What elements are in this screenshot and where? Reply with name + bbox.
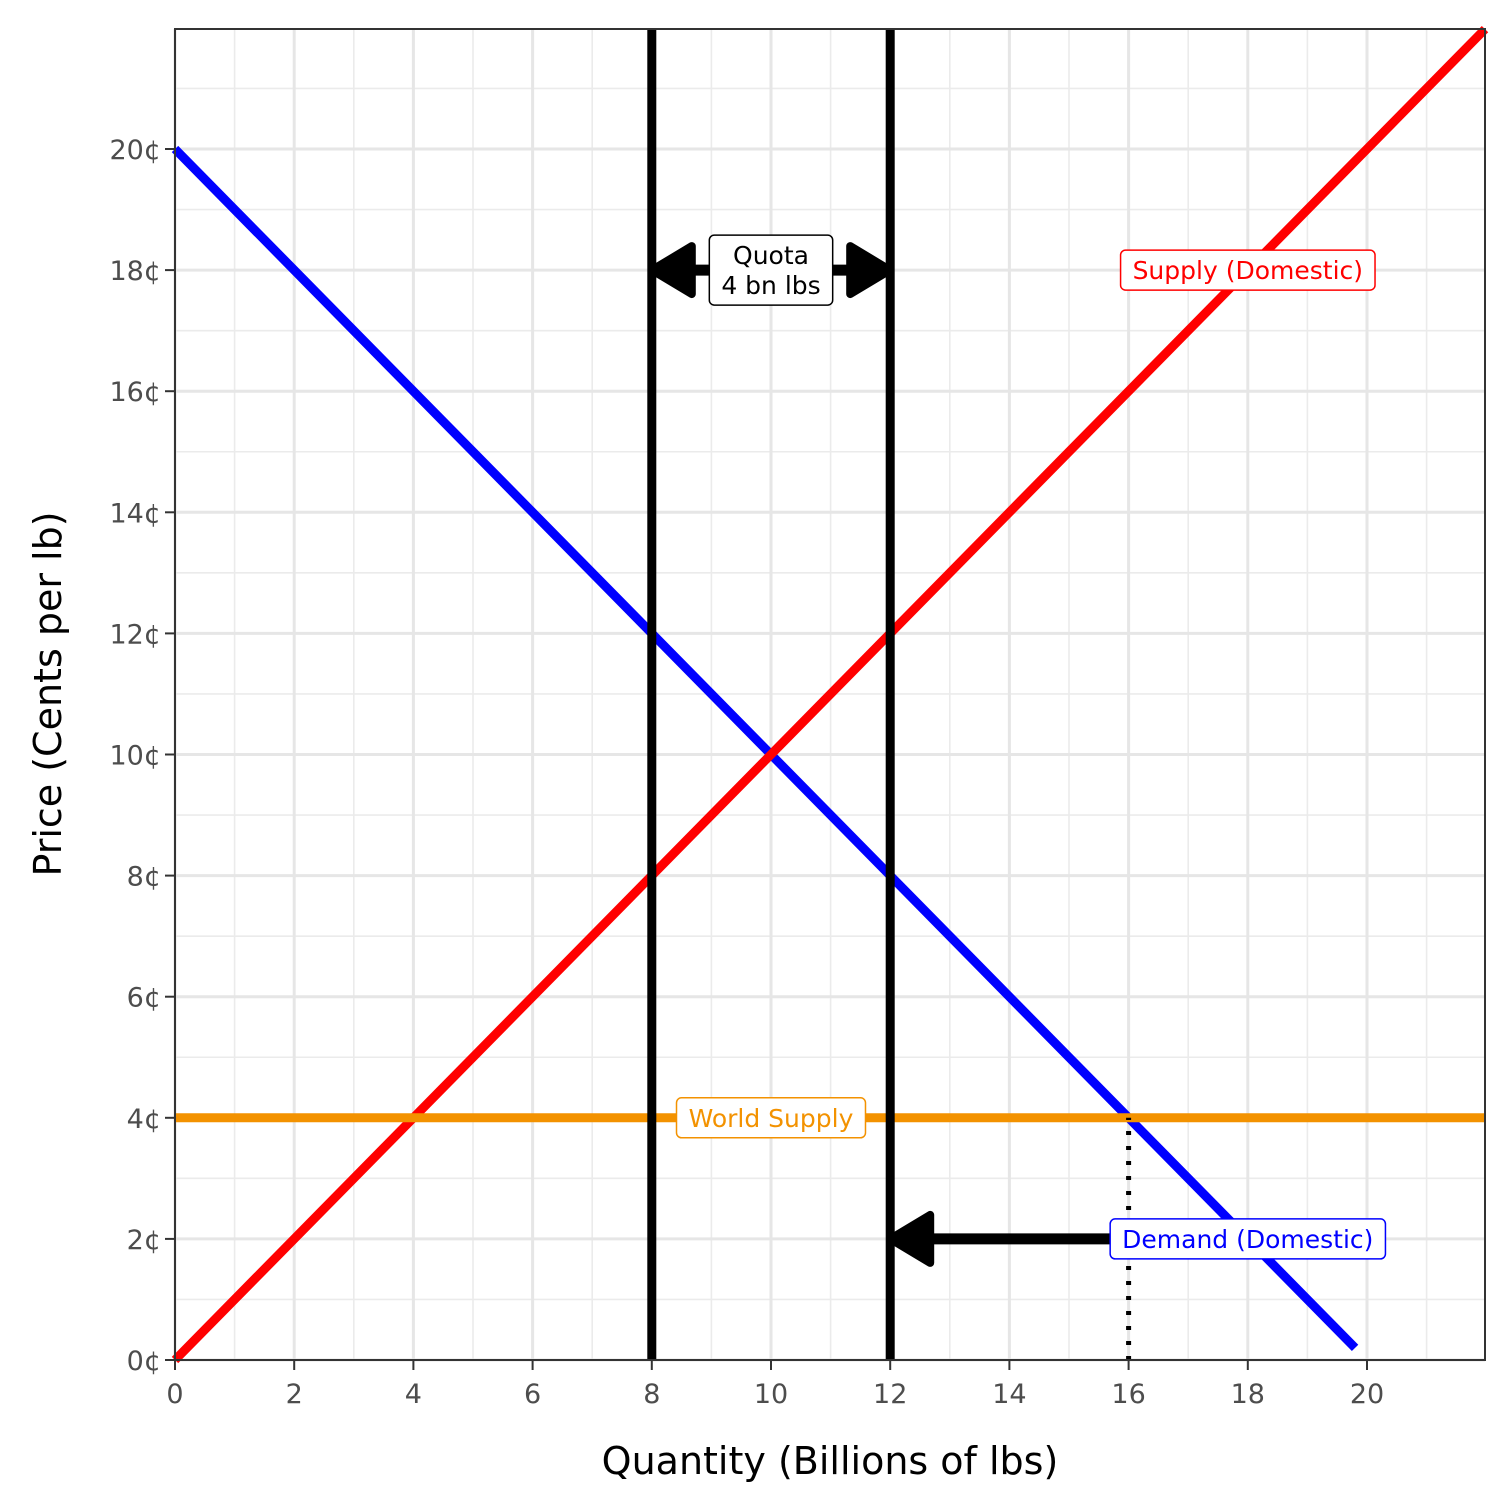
x-axis: 0 2 4 6 8 10 12 14 16 18 20 [166,1360,1384,1410]
y-tick-label: 2¢ [127,1225,161,1256]
x-tick-label: 4 [405,1379,422,1410]
arrow [830,242,895,299]
arrow [647,242,712,299]
y-tick-label: 16¢ [109,377,161,408]
y-tick-label: 8¢ [127,862,161,893]
label-text: World Supply [689,1104,854,1133]
y-tick-label: 18¢ [109,256,161,287]
label-text: 4 bn lbs [721,271,820,300]
x-tick-label: 0 [166,1379,183,1410]
arrows [647,242,1129,1267]
x-tick-label: 20 [1350,1379,1384,1410]
x-tick-label: 12 [873,1379,907,1410]
x-tick-label: 18 [1231,1379,1265,1410]
arrowhead [846,242,895,299]
annotation-label: Supply (Domestic) [1119,249,1376,291]
label-box [708,234,834,306]
y-tick-label: 6¢ [127,983,161,1014]
y-axis-title: Price (Cents per lb) [26,511,70,876]
demand-domestic-line [171,145,1359,1352]
x-tick-label: 14 [992,1379,1026,1410]
arrowhead [886,1210,935,1267]
arrow [886,1210,1129,1267]
label-text: Supply (Domestic) [1133,256,1363,285]
y-tick-label: 12¢ [109,619,161,650]
x-tick-label: 16 [1111,1379,1145,1410]
x-tick-label: 10 [754,1379,788,1410]
x-tick-label: 8 [643,1379,660,1410]
y-tick-label: 14¢ [109,498,161,529]
y-tick-label: 4¢ [127,1104,161,1135]
annotation-label: Demand (Domestic) [1109,1218,1387,1260]
label-box [675,1097,867,1139]
label-text: Demand (Domestic) [1122,1225,1373,1254]
annotation-label: World Supply [675,1097,867,1139]
y-tick-label: 20¢ [109,135,161,166]
y-axis: 0¢ 2¢ 4¢ 6¢ 8¢ 10¢ 12¢ 14¢ 16¢ 18¢ 20¢ [109,135,175,1377]
label-text: Quota [733,241,809,270]
x-axis-title: Quantity (Billions of lbs) [602,1439,1059,1483]
y-tick-label: 10¢ [109,741,161,772]
label-box [1119,249,1376,291]
arrowhead [647,242,696,299]
label-box [1109,1218,1387,1260]
x-tick-label: 6 [524,1379,541,1410]
y-tick-label: 0¢ [127,1346,161,1377]
x-tick-label: 2 [286,1379,303,1410]
plot-border [174,28,1486,1361]
